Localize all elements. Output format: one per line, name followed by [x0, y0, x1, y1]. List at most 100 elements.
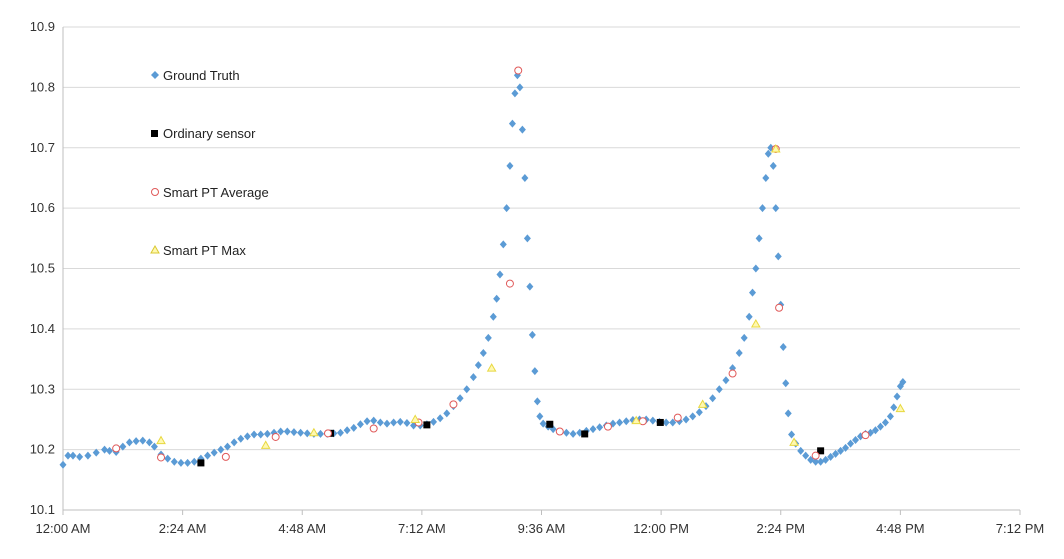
point-ground-truth [230, 438, 238, 447]
point-ground-truth [84, 451, 92, 460]
point-ground-truth [350, 423, 358, 432]
point-ground-truth [170, 457, 178, 466]
point-smart-pt-average [369, 424, 378, 433]
point-ground-truth [812, 457, 820, 466]
point-ground-truth [526, 282, 534, 291]
point-ground-truth [735, 349, 743, 358]
point-ground-truth [774, 252, 782, 261]
point-ground-truth [511, 89, 519, 98]
point-ground-truth [257, 430, 265, 439]
point-ground-truth [745, 312, 753, 321]
x-tick-label: 2:24 AM [159, 521, 207, 536]
legend-marker-smart-pt-average [151, 188, 159, 196]
point-ground-truth [493, 294, 501, 303]
y-tick-label: 10.9 [30, 19, 55, 34]
point-ground-truth [443, 409, 451, 418]
point-ground-truth [363, 417, 371, 426]
legend-marker-smart-pt-max [150, 244, 160, 254]
point-smart-pt-average [271, 432, 280, 441]
series-ordinary-sensor [197, 418, 825, 467]
legend-label-ordinary-sensor: Ordinary sensor [163, 126, 256, 141]
y-tick-label: 10.4 [30, 321, 55, 336]
point-smart-pt-average [514, 66, 523, 75]
point-ground-truth [223, 442, 231, 451]
point-ordinary-sensor [817, 447, 825, 455]
point-ground-truth [383, 419, 391, 428]
point-ground-truth [886, 412, 894, 421]
point-ground-truth [802, 451, 810, 460]
series-ground-truth [59, 71, 907, 469]
point-ground-truth [871, 426, 879, 435]
point-ground-truth [769, 161, 777, 170]
point-ground-truth [797, 446, 805, 455]
point-ground-truth [503, 204, 511, 213]
point-ground-truth [237, 434, 245, 443]
point-ground-truth [758, 204, 766, 213]
point-smart-pt-max [260, 440, 271, 449]
point-ground-truth [164, 454, 172, 463]
point-smart-pt-average [324, 429, 333, 438]
y-tick-labels: 10.1 10.2 10.3 10.4 10.5 10.6 10.7 10.8 10.9 [30, 19, 55, 517]
series-smart-pt-average [112, 66, 870, 462]
y-tick-label: 10.6 [30, 200, 55, 215]
point-ground-truth [177, 458, 185, 467]
point-ground-truth [890, 403, 898, 412]
y-tick-label: 10.2 [30, 442, 55, 457]
point-ground-truth [709, 394, 717, 403]
point-ground-truth [669, 418, 677, 427]
legend-label-ground-truth: Ground Truth [163, 68, 240, 83]
y-tick-label: 10.8 [30, 79, 55, 94]
point-ground-truth [396, 417, 404, 426]
point-ground-truth [101, 445, 109, 454]
point-ground-truth [616, 418, 624, 427]
point-ground-truth [536, 412, 544, 421]
point-ground-truth [782, 379, 790, 388]
x-tick-label: 2:24 PM [757, 521, 805, 536]
y-tick-label: 10.1 [30, 502, 55, 517]
point-ground-truth [92, 448, 100, 457]
point-ground-truth [297, 428, 305, 437]
point-ground-truth [263, 429, 271, 438]
x-tick-label: 12:00 AM [36, 521, 91, 536]
point-ground-truth [277, 427, 285, 436]
point-ground-truth [822, 455, 830, 464]
point-ground-truth [740, 333, 748, 342]
point-ground-truth [516, 83, 524, 92]
legend-item-smart-pt-max: Smart PT Max [150, 243, 246, 258]
point-ground-truth [59, 460, 67, 469]
point-ground-truth [518, 125, 526, 134]
point-smart-pt-average [449, 400, 458, 409]
point-smart-pt-max [697, 399, 708, 408]
x-tick-label: 4:48 AM [278, 521, 326, 536]
point-ground-truth [125, 438, 133, 447]
point-smart-pt-average [775, 303, 784, 312]
point-ground-truth [506, 161, 514, 170]
point-smart-pt-average [157, 453, 166, 462]
y-tick-label: 10.3 [30, 381, 55, 396]
point-smart-pt-max [410, 414, 421, 423]
point-smart-pt-average [673, 413, 682, 422]
point-ground-truth [893, 392, 901, 401]
point-smart-pt-average [505, 279, 514, 288]
x-tick-label: 7:12 AM [398, 521, 446, 536]
point-ordinary-sensor [546, 420, 554, 428]
point-ground-truth [403, 419, 411, 428]
point-smart-pt-average [811, 451, 820, 460]
point-ground-truth [139, 436, 147, 445]
point-ground-truth [772, 204, 780, 213]
point-ground-truth [649, 416, 657, 425]
legend-item-smart-pt-average: Smart PT Average [151, 185, 269, 200]
point-ground-truth [715, 385, 723, 394]
point-ground-truth [336, 428, 344, 437]
x-tick-label: 7:12 PM [996, 521, 1044, 536]
point-smart-pt-max [770, 143, 781, 153]
point-ground-truth [64, 451, 72, 460]
legend-label-smart-pt-max: Smart PT Max [163, 243, 246, 258]
point-ground-truth [356, 420, 364, 429]
point-ground-truth [755, 234, 763, 243]
point-ground-truth [779, 342, 787, 351]
point-ground-truth [764, 149, 772, 158]
point-ground-truth [752, 264, 760, 273]
y-tick-label: 10.5 [30, 261, 55, 276]
